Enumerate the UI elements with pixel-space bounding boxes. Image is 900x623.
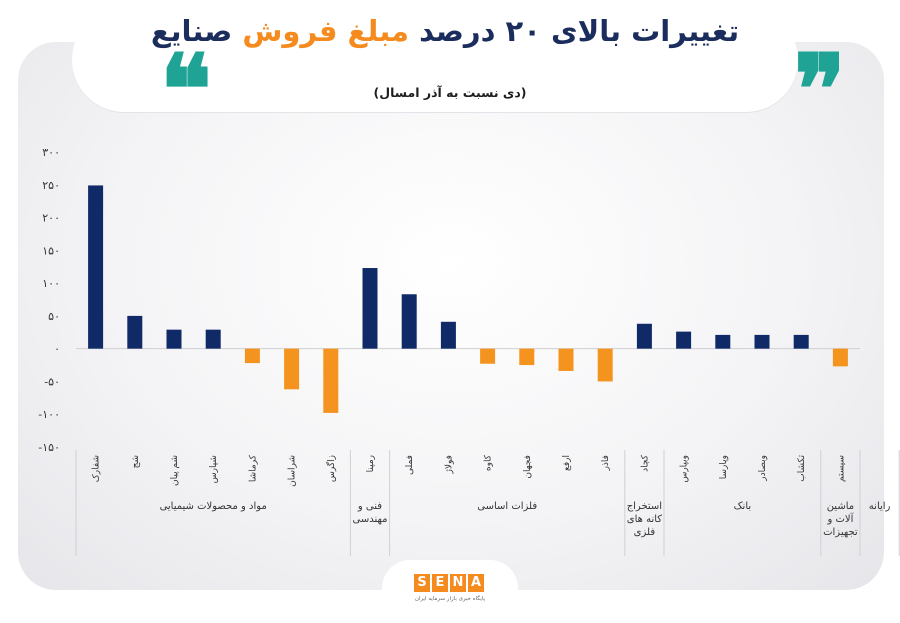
- x-tick-label: کاوه: [484, 454, 494, 471]
- group-label: مواد و محصولات شیمیایی: [160, 501, 267, 512]
- y-tick-label: ۲۵۰: [42, 179, 60, 192]
- title-part-2: صنایع: [150, 14, 243, 48]
- group-label-line: فنی و: [357, 501, 382, 512]
- y-tick-label: ۵۰: [48, 310, 60, 323]
- y-tick-label: ۲۰۰: [42, 212, 60, 225]
- x-tick-label: کچاد: [640, 454, 650, 472]
- chart-title: تغییرات بالای ۲۰ درصد مبلغ فروش صنایع: [150, 14, 740, 58]
- group-label: رایانه: [869, 501, 891, 512]
- x-tick-label: شفارک: [91, 455, 102, 482]
- bar: [166, 329, 182, 349]
- bar: [519, 348, 535, 366]
- y-tick-label: ۱۵۰: [42, 244, 60, 257]
- bar: [636, 323, 652, 349]
- chart-subtitle: (دی نسبت به آذر امسال): [373, 85, 527, 100]
- x-tick-label: کرماشا: [248, 454, 258, 482]
- title-highlight: مبلغ فروش: [242, 14, 409, 48]
- group-label: استخراج کانه های فلزی: [627, 501, 663, 538]
- bar: [715, 334, 731, 349]
- group-label: فنی و مهندسی: [353, 501, 388, 525]
- group-label-line: تجهیزات: [823, 527, 858, 538]
- title-banner: ❝ ❞: [72, 8, 846, 138]
- x-tick-label: فملی: [405, 455, 415, 475]
- bar: [401, 294, 417, 349]
- bar: [480, 348, 496, 364]
- logo-letter: S: [414, 574, 430, 592]
- group-label-line: استخراج: [627, 501, 662, 512]
- y-tick-label: ۰: [54, 343, 60, 356]
- group-label: ماشین آلات و تجهیزات: [823, 501, 858, 538]
- x-tick-label: ارفع: [562, 455, 572, 471]
- group-label-line: فلزات اساسی: [477, 501, 537, 512]
- group-label-line: ماشین: [827, 501, 854, 512]
- bar: [440, 321, 456, 349]
- quote-close-icon: ❞: [794, 33, 846, 146]
- bar: [754, 334, 770, 349]
- x-tick-label: تکشاب: [797, 455, 807, 482]
- bar: [323, 348, 339, 413]
- bar: [88, 185, 104, 349]
- y-tick-label: -۱۰۰: [38, 408, 60, 421]
- logo-letter: E: [432, 574, 448, 592]
- x-tick-label: شپارس: [209, 455, 219, 483]
- group-label-line: فلزی: [634, 527, 656, 538]
- bar: [597, 348, 613, 382]
- bar: [127, 315, 143, 349]
- group-label: بانک: [734, 501, 752, 512]
- bar: [284, 348, 300, 390]
- group-label-line: مواد و محصولات شیمیایی: [160, 501, 267, 512]
- x-tick-label: شراسان: [288, 455, 298, 487]
- quote-open-icon: ❝: [160, 33, 212, 146]
- group-label-line: رایانه: [869, 501, 891, 512]
- x-tick-label: شم پیان: [170, 455, 180, 486]
- group-label: فلزات اساسی: [477, 501, 537, 512]
- group-label-line: آلات و: [826, 512, 854, 525]
- group-label-line: مهندسی: [353, 514, 388, 525]
- x-tick-label: فولاژ: [444, 455, 454, 474]
- logo-letter: A: [468, 574, 484, 592]
- x-tick-label: رمپنا: [366, 455, 376, 472]
- y-tick-label: -۱۵۰: [38, 441, 60, 454]
- x-tick-label: سیستم: [836, 455, 846, 482]
- bar: [832, 348, 848, 367]
- bar: [205, 329, 221, 349]
- chart-card: [18, 42, 884, 590]
- bar: [676, 331, 692, 349]
- bar: [244, 348, 260, 364]
- x-tick-label: فاذر: [601, 455, 611, 471]
- x-tick-label: وپارسا: [719, 455, 729, 479]
- bar: [558, 348, 574, 371]
- x-tick-label: وبپارس: [680, 455, 690, 483]
- y-tick-label: ۱۰۰: [42, 277, 60, 290]
- x-tick-label: شج: [131, 455, 141, 468]
- group-label-line: کانه های: [627, 514, 663, 525]
- y-tick-label: ۳۰۰: [42, 146, 60, 159]
- x-tick-label: فجهان: [523, 455, 533, 479]
- y-tick-label: -۵۰: [44, 375, 60, 388]
- bar: [793, 334, 809, 349]
- title-part-1: تغییرات بالای ۲۰ درصد: [409, 14, 740, 48]
- x-tick-label: زاگرس: [325, 455, 337, 482]
- x-tick-label: وبصادر: [758, 455, 768, 482]
- logo-letter: N: [450, 574, 466, 592]
- group-label-line: بانک: [734, 501, 752, 512]
- logo-subtitle: پایگاه خبری بازار سرمایه ایران: [414, 596, 486, 602]
- bar: [362, 268, 378, 349]
